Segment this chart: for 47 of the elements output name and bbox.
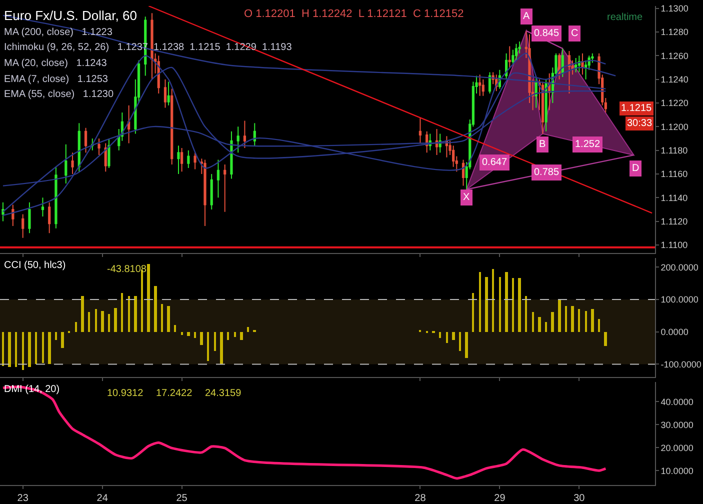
annotation: realtime bbox=[607, 12, 644, 23]
annotation: 30:33 bbox=[627, 118, 652, 129]
annotation: MA (20, close) 1.1243 bbox=[4, 58, 108, 69]
y-tick-label: 40.0000 bbox=[660, 396, 694, 407]
x-tick-label: 25 bbox=[176, 493, 188, 504]
y-tick-label: 0.0000 bbox=[660, 327, 688, 338]
x-tick-label: 30 bbox=[574, 493, 586, 504]
annotation: 1.252 bbox=[575, 139, 600, 150]
y-tick-label: 1.1200 bbox=[660, 122, 688, 132]
annotation: B bbox=[539, 139, 546, 150]
chart-title: CCI (50, hlc3) bbox=[4, 260, 66, 271]
y-tick-label: 1.1180 bbox=[660, 145, 688, 156]
annotation: 24.3159 bbox=[205, 388, 242, 399]
annotation: X bbox=[463, 192, 470, 203]
y-tick-label: 1.1300 bbox=[660, 4, 688, 14]
chart-subtitle: O 1.12201 H 1.12242 L 1.12121 C 1.12152 bbox=[244, 8, 464, 20]
annotation: -43.8108 bbox=[107, 264, 147, 275]
chart-title: Euro Fx/U.S. Dollar, 60 bbox=[4, 8, 137, 23]
y-tick-label: 1.1120 bbox=[660, 216, 688, 226]
y-tick-label: 1.1140 bbox=[660, 192, 688, 203]
y-tick-label: 1.1240 bbox=[660, 74, 688, 84]
annotation: C bbox=[571, 28, 578, 39]
annotation: EMA (7, close) 1.1253 bbox=[4, 74, 108, 85]
annotation: 17.2422 bbox=[156, 388, 193, 399]
y-tick-label: 100.0000 bbox=[660, 294, 698, 305]
annotation: 10.9312 bbox=[107, 388, 144, 399]
annotation: A bbox=[523, 11, 530, 22]
annotation: EMA (55, close) 1.1230 bbox=[4, 89, 114, 100]
y-tick-label: 1.1160 bbox=[660, 169, 688, 180]
annotation: D bbox=[632, 163, 640, 174]
x-tick-label: 24 bbox=[96, 493, 108, 504]
y-tick-label: 30.0000 bbox=[660, 420, 694, 430]
annotation: 0.647 bbox=[482, 157, 508, 168]
y-tick-label: 1.1260 bbox=[660, 50, 688, 61]
y-tick-label: 10.0000 bbox=[660, 466, 694, 476]
annotation: 1.1215 bbox=[621, 103, 652, 114]
y-tick-label: 200.0000 bbox=[660, 262, 698, 272]
x-tick-label: 23 bbox=[17, 493, 29, 504]
y-tick-label: -100.0000 bbox=[660, 359, 702, 370]
y-tick-label: 1.1100 bbox=[660, 240, 688, 250]
y-tick-label: 20.0000 bbox=[660, 442, 694, 453]
y-tick-label: 1.1220 bbox=[660, 98, 688, 108]
x-tick-label: 28 bbox=[414, 493, 426, 504]
annotation: 0.785 bbox=[534, 167, 560, 178]
annotation: 0.845 bbox=[534, 28, 560, 39]
y-tick-label: 1.1280 bbox=[660, 27, 688, 38]
x-tick-label: 29 bbox=[494, 493, 506, 504]
